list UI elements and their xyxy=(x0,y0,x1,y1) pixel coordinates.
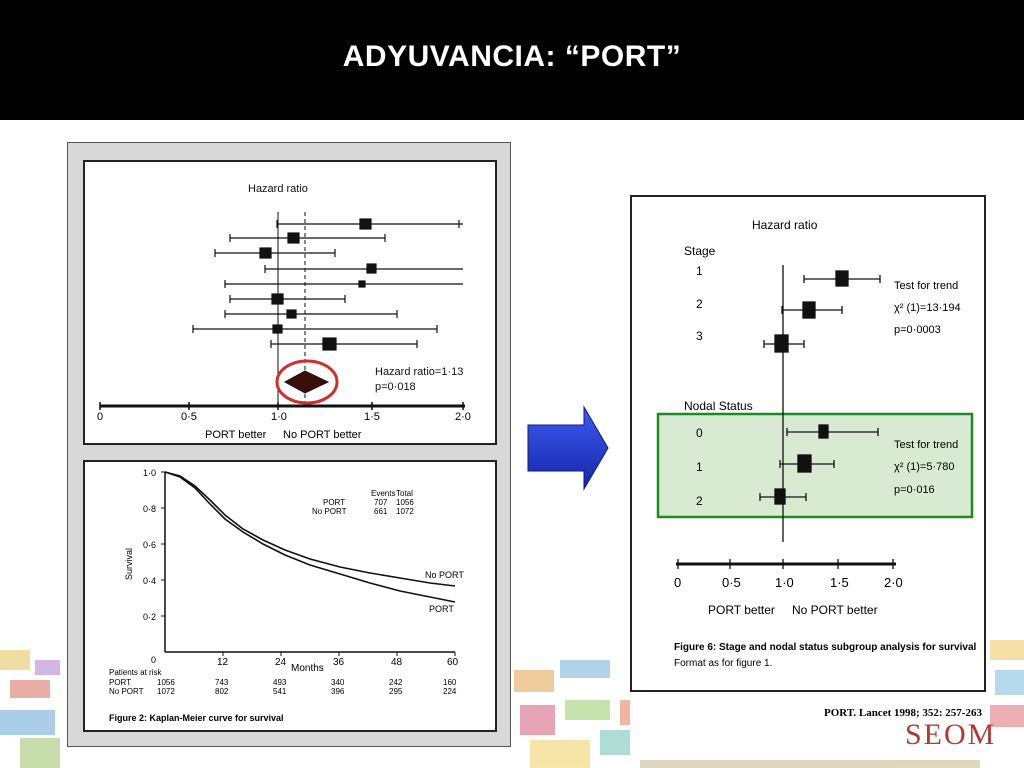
nodal-test: Test for trend xyxy=(894,439,958,451)
citation-text: PORT. Lancet 1998; 352: 257-263 xyxy=(824,707,982,719)
y-tick: 0·6 xyxy=(143,540,156,550)
nodal-heading: Nodal Status xyxy=(684,399,753,413)
legend-cell: No PORT xyxy=(312,507,347,516)
right-caption: No PORT better xyxy=(792,603,878,617)
nodal-chi: χ² (1)=5·780 xyxy=(894,461,955,473)
x-tick: 0 xyxy=(97,411,103,423)
risk-cell: 493 xyxy=(273,678,287,687)
stage-label: 3 xyxy=(696,329,703,343)
risk-cell: 743 xyxy=(215,678,229,687)
x-tick: 36 xyxy=(333,657,345,668)
nodal-label: 1 xyxy=(696,460,703,474)
risk-cell: 160 xyxy=(443,678,457,687)
forest-plot-svg: Hazard ratio Hazard ratio=1·13 p=0·018 0… xyxy=(97,183,471,441)
x-tick: 2·0 xyxy=(455,411,471,423)
curve-port xyxy=(164,471,456,603)
risk-cell: 1072 xyxy=(157,687,175,696)
figure-caption: Figure 6: Stage and nodal status subgrou… xyxy=(674,642,977,653)
highlight-circle xyxy=(275,359,339,405)
y-tick: 0·4 xyxy=(143,576,156,586)
subgroup-figure-panel: Hazard ratio Stage 1 2 3 Test for trend … xyxy=(630,195,986,692)
x-tick: 0 xyxy=(674,575,681,590)
stage-p: p=0·0003 xyxy=(894,324,941,336)
stage-heading: Stage xyxy=(684,244,716,258)
legend-events: Events xyxy=(371,489,395,498)
x-tick: 60 xyxy=(447,657,459,668)
risk-heading: Patients at risk xyxy=(109,668,162,677)
slide-title: ADYUVANCIA: “PORT” xyxy=(342,40,682,73)
left-caption: PORT better xyxy=(205,429,267,441)
summary-p: p=0·018 xyxy=(375,381,416,393)
figure-caption-format: Format as for figure 1. xyxy=(674,658,772,669)
curve-label-port: PORT xyxy=(429,604,454,614)
x-tick: 24 xyxy=(275,657,287,668)
curve-noport xyxy=(164,471,456,587)
x-tick: 2·0 xyxy=(884,575,903,590)
title-bar xyxy=(0,0,1024,120)
km-curve-svg: 1·0 0·8 0·6 0·4 0·2 0 Survival 12 24 36 … xyxy=(109,468,464,723)
right-caption: No PORT better xyxy=(283,429,362,441)
risk-cell: 1056 xyxy=(157,678,175,687)
risk-port-label: PORT xyxy=(109,678,131,687)
risk-cell: 224 xyxy=(443,687,457,696)
risk-cell: 242 xyxy=(389,678,403,687)
y-tick: 0·2 xyxy=(143,612,156,622)
x-tick: 1·5 xyxy=(364,411,380,423)
y-tick: 1·0 xyxy=(143,468,156,478)
left-caption: PORT better xyxy=(708,603,775,617)
x-tick: 0·5 xyxy=(722,575,741,590)
forest-heading: Hazard ratio xyxy=(752,218,818,232)
y-axis-label: Survival xyxy=(124,548,134,580)
legend-cell: PORT xyxy=(323,498,345,507)
forest-heading: Hazard ratio xyxy=(248,183,308,195)
risk-noport-label: No PORT xyxy=(109,687,144,696)
x-tick: 1·0 xyxy=(775,575,794,590)
x-tick: 1·5 xyxy=(830,575,849,590)
stage-chi: χ² (1)=13·194 xyxy=(894,302,961,314)
x-tick: 0·5 xyxy=(181,411,197,423)
legend-cell: 1072 xyxy=(396,507,414,516)
x-tick: 1·0 xyxy=(271,411,287,423)
nodal-p: p=0·016 xyxy=(894,484,935,496)
x-tick: 48 xyxy=(391,657,403,668)
legend-total: Total xyxy=(396,489,413,498)
risk-cell: 541 xyxy=(273,687,287,696)
decorative-mosaic-image xyxy=(0,640,1024,768)
summary-hr: Hazard ratio=1·13 xyxy=(375,366,463,378)
x-axis-label: Months xyxy=(291,663,324,674)
risk-cell: 340 xyxy=(331,678,345,687)
nodal-label: 0 xyxy=(696,426,703,440)
stage-test: Test for trend xyxy=(894,280,958,292)
arrow-right-icon xyxy=(527,405,609,491)
km-curve-panel: 1·0 0·8 0·6 0·4 0·2 0 Survival 12 24 36 … xyxy=(83,460,497,732)
risk-cell: 802 xyxy=(215,687,229,696)
forest-plot-panel: Hazard ratio Hazard ratio=1·13 p=0·018 0… xyxy=(83,160,497,445)
km-caption: Figure 2: Kaplan-Meier curve for surviva… xyxy=(109,713,284,723)
legend-cell: 1056 xyxy=(396,498,414,507)
y-tick: 0·8 xyxy=(143,504,156,514)
legend-cell: 707 xyxy=(374,498,388,507)
stage-label: 2 xyxy=(696,297,703,311)
highlight-box xyxy=(656,412,974,519)
y-tick: 0 xyxy=(151,655,156,665)
risk-cell: 396 xyxy=(331,687,345,696)
risk-cell: 295 xyxy=(389,687,403,696)
nodal-label: 2 xyxy=(696,494,703,508)
x-tick: 12 xyxy=(217,657,229,668)
curve-label-noport: No PORT xyxy=(425,570,464,580)
stage-label: 1 xyxy=(696,264,703,278)
subgroup-forest-svg: Hazard ratio Stage 1 2 3 Test for trend … xyxy=(656,218,977,669)
legend-cell: 661 xyxy=(374,507,388,516)
seom-logo: SEOM xyxy=(905,718,997,751)
